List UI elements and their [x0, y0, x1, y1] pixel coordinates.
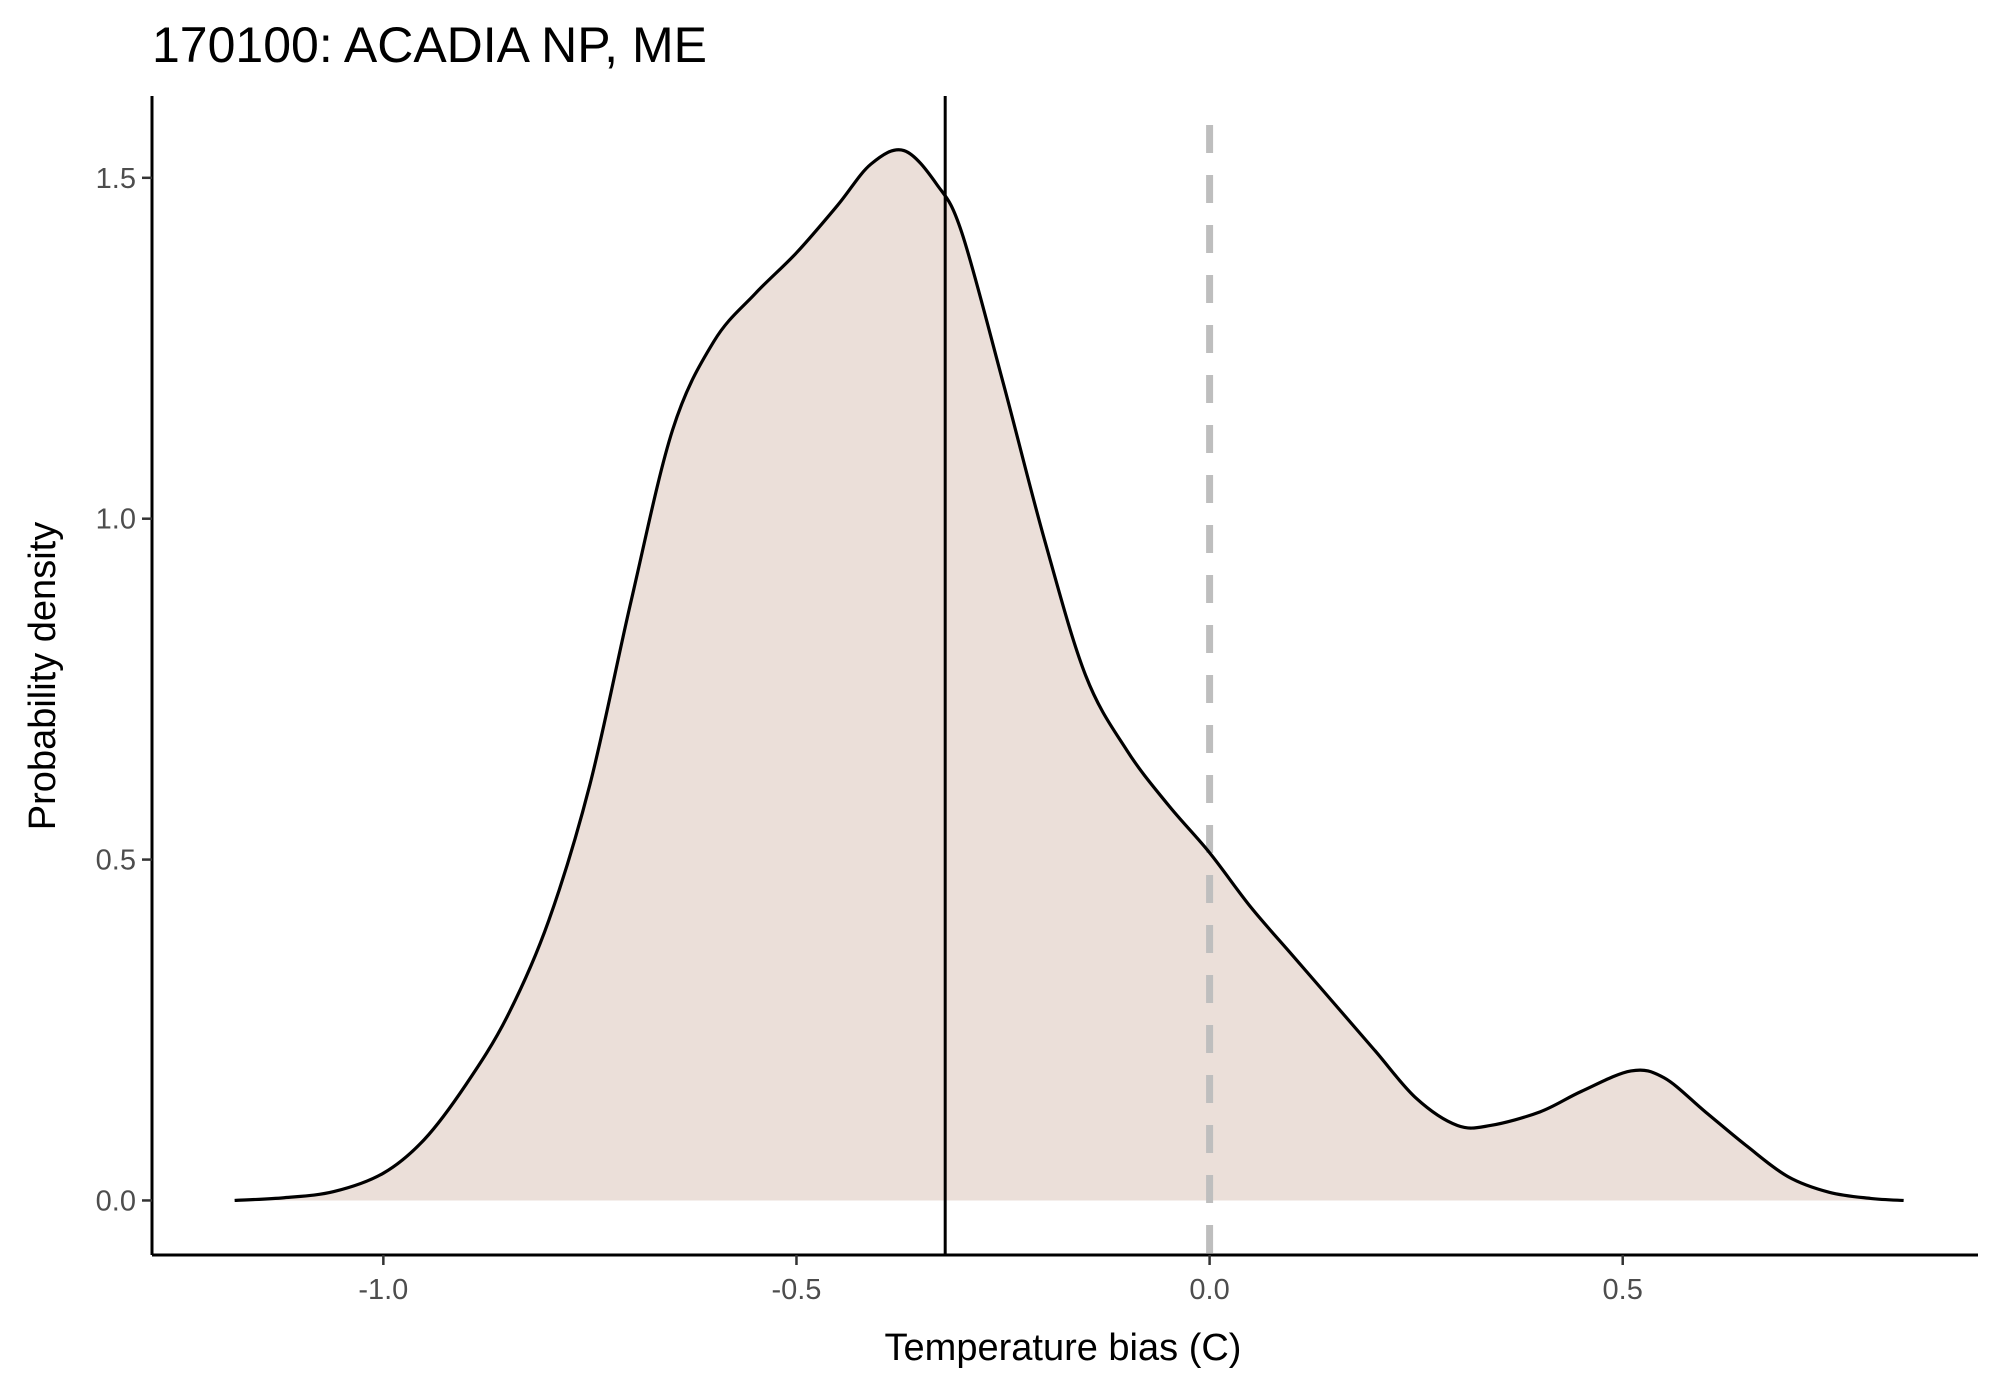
y-axis-ticks: 0.0 0.5 1.0 1.5: [96, 163, 152, 1217]
y-tick-label: 1.5: [96, 163, 136, 195]
x-axis-title: Temperature bias (C): [885, 1327, 1242, 1369]
y-tick-label: 0.5: [96, 845, 136, 877]
density-area: [234, 149, 1904, 1201]
y-axis-title: Probability density: [22, 522, 64, 830]
plot-panel: [234, 96, 1904, 1255]
y-tick-label: 0.0: [96, 1185, 136, 1217]
x-tick-label: -0.5: [771, 1274, 821, 1306]
x-tick-label: -1.0: [358, 1274, 408, 1306]
chart-title: 170100: ACADIA NP, ME: [152, 17, 707, 73]
x-axis-ticks: -1.0 -0.5 0.0 0.5: [358, 1255, 1643, 1306]
y-tick-label: 1.0: [96, 504, 136, 536]
x-tick-label: 0.0: [1189, 1274, 1229, 1306]
x-tick-label: 0.5: [1603, 1274, 1643, 1306]
density-curve: [234, 148, 1904, 1203]
